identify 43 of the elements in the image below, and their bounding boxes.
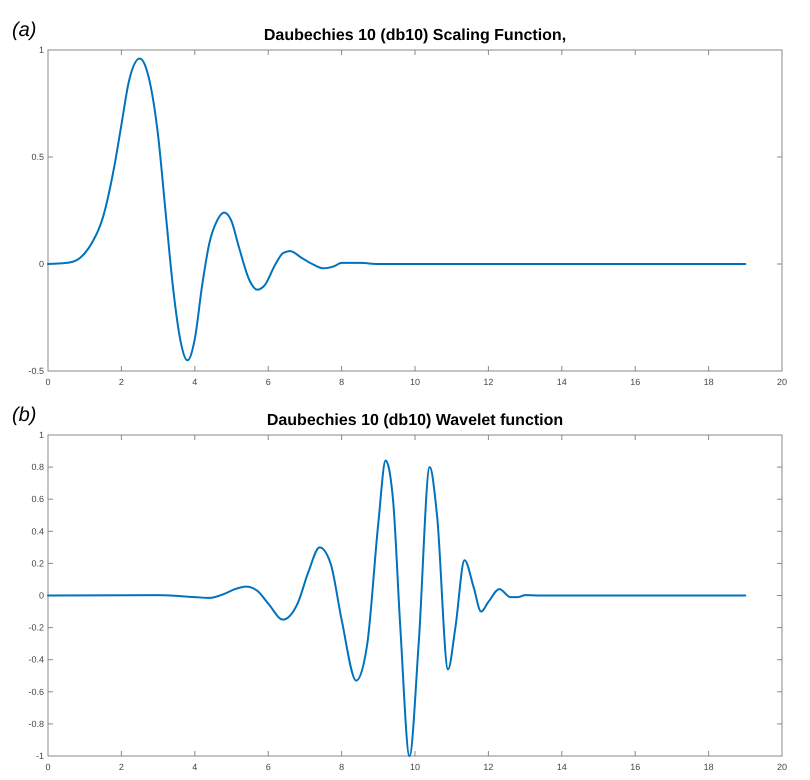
y-tick-label: 0.5 xyxy=(31,152,44,162)
text: (b) xyxy=(12,404,36,426)
y-tick-label: -0.5 xyxy=(28,366,44,376)
x-tick-label: 6 xyxy=(266,377,271,387)
y-tick-label: 0 xyxy=(38,590,44,600)
x-tick-label: 0 xyxy=(45,377,51,387)
y-tick-label: -0.2 xyxy=(28,622,44,633)
x-tick-label: 12 xyxy=(483,377,494,387)
x-tick-label: 6 xyxy=(266,762,271,772)
y-tick-label: 0 xyxy=(38,259,44,269)
x-tick-label: 0 xyxy=(45,762,51,772)
x-tick-label: 18 xyxy=(704,377,714,387)
y-tick-label: -1 xyxy=(36,751,44,761)
y-tick-label: -0.6 xyxy=(28,686,44,697)
y-tick-label: -0.4 xyxy=(28,654,44,665)
chart-title: Daubechies 10 (db10) Wavelet function xyxy=(266,412,564,429)
y-tick-label: -0.8 xyxy=(28,718,44,729)
y-tick-label: 0.4 xyxy=(31,526,44,536)
x-tick-label: 8 xyxy=(339,762,344,772)
text: (a) xyxy=(12,19,36,41)
y-tick-label: 0.8 xyxy=(31,462,44,472)
x-tick-label: 20 xyxy=(776,762,788,772)
y-tick-label: 0.2 xyxy=(31,558,44,568)
x-tick-label: 8 xyxy=(339,377,344,387)
x-tick-label: 18 xyxy=(704,762,714,772)
x-tick-label: 10 xyxy=(410,762,420,772)
x-tick-label: 4 xyxy=(192,377,198,387)
y-tick-label: 0.6 xyxy=(31,494,44,504)
x-tick-label: 14 xyxy=(556,762,567,772)
chart-title: Daubechies 10 (db10) Scaling Function, xyxy=(264,27,566,44)
x-tick-label: 20 xyxy=(776,377,788,387)
x-tick-label: 10 xyxy=(410,377,420,387)
x-tick-label: 4 xyxy=(192,762,198,772)
x-tick-label: 2 xyxy=(118,762,124,772)
line-series xyxy=(47,460,746,757)
x-tick-label: 16 xyxy=(630,762,640,772)
x-tick-label: 14 xyxy=(556,377,567,387)
x-tick-label: 16 xyxy=(630,377,640,387)
x-tick-label: 2 xyxy=(118,377,124,387)
y-tick-label: 1 xyxy=(38,45,44,55)
y-tick-label: 1 xyxy=(38,430,44,440)
x-tick-label: 12 xyxy=(483,762,494,772)
line-series xyxy=(47,58,746,362)
